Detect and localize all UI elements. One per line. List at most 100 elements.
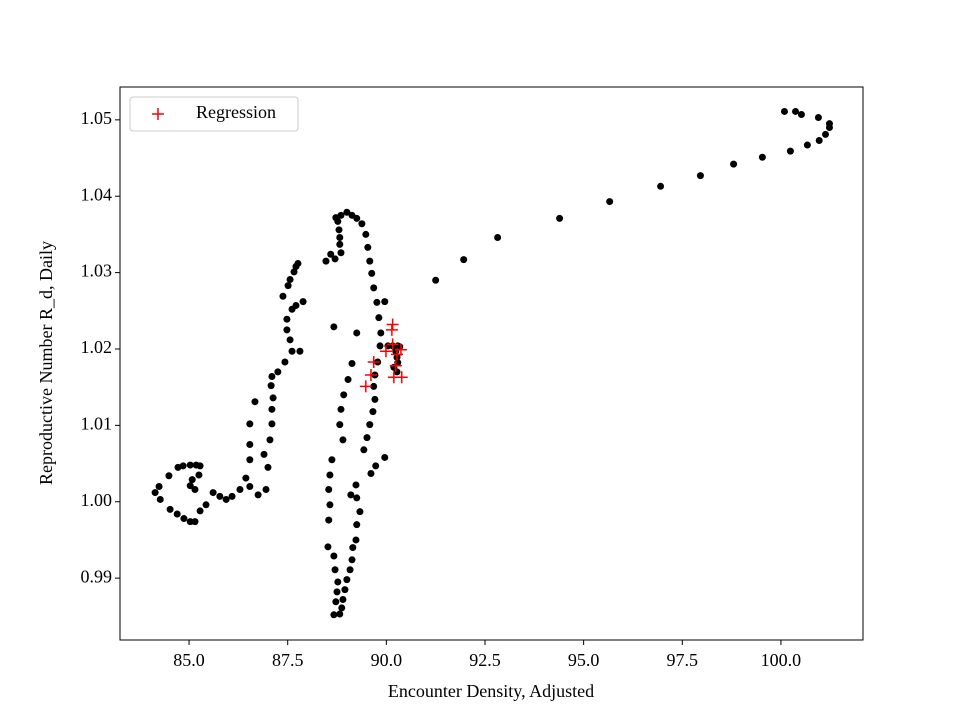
data-point — [359, 380, 372, 393]
data-point — [151, 489, 159, 497]
data-point — [349, 544, 357, 552]
data-point — [236, 486, 244, 494]
data-point — [344, 376, 352, 384]
data-point — [332, 598, 340, 606]
data-point — [556, 214, 564, 222]
data-point — [209, 489, 217, 497]
data-point — [369, 408, 377, 416]
x-tick-label: 92.5 — [469, 650, 501, 670]
data-point — [381, 298, 389, 306]
data-point — [432, 276, 440, 284]
data-point — [262, 486, 270, 494]
data-point — [367, 355, 380, 368]
data-point — [334, 578, 342, 586]
data-point — [348, 360, 356, 367]
data-point — [385, 323, 398, 336]
data-point — [356, 508, 364, 516]
data-point — [324, 543, 332, 551]
data-point — [343, 208, 351, 216]
data-point — [386, 338, 399, 351]
data-point — [288, 347, 296, 355]
data-point — [326, 501, 334, 509]
data-point — [366, 421, 374, 429]
data-point — [368, 269, 376, 277]
data-point — [196, 462, 204, 470]
data-point — [460, 256, 468, 264]
data-point — [191, 486, 199, 494]
data-point — [331, 255, 339, 263]
data-point — [155, 482, 163, 490]
data-point — [803, 141, 811, 149]
data-point — [325, 516, 333, 524]
data-point — [825, 123, 833, 131]
data-point — [335, 226, 343, 234]
data-point — [228, 492, 236, 500]
data-point — [179, 462, 187, 470]
data-point — [279, 292, 287, 300]
data-point — [377, 329, 385, 337]
y-tick-label: 1.04 — [81, 184, 113, 204]
data-point — [353, 494, 361, 502]
data-point — [362, 230, 370, 238]
data-point — [797, 110, 805, 118]
data-point — [366, 257, 374, 265]
y-tick-label: 1.00 — [81, 490, 113, 510]
data-point — [269, 394, 277, 402]
data-point — [792, 107, 800, 115]
data-point — [288, 305, 296, 313]
data-point — [337, 405, 345, 413]
data-point — [268, 372, 276, 380]
data-point — [331, 566, 339, 574]
data-point — [814, 114, 822, 122]
data-point — [336, 240, 344, 248]
y-tick-label: 1.01 — [81, 413, 113, 433]
data-point — [222, 495, 230, 503]
data-point — [283, 326, 291, 334]
data-point — [363, 434, 371, 442]
data-point — [326, 471, 334, 479]
data-point — [494, 233, 502, 241]
legend-marker — [152, 108, 164, 120]
x-tick-label: 100.0 — [761, 650, 802, 670]
x-tick-label: 97.5 — [667, 650, 699, 670]
data-point — [337, 249, 345, 257]
data-point — [333, 588, 341, 596]
data-point — [730, 160, 738, 168]
data-point — [367, 469, 375, 477]
data-point — [657, 182, 665, 190]
data-point — [242, 474, 250, 482]
x-axis-label: Encounter Density, Adjusted — [388, 681, 594, 701]
data-point — [186, 461, 194, 469]
data-point — [389, 359, 402, 372]
data-point — [358, 220, 366, 228]
data-point — [370, 284, 378, 292]
x-tick-label: 90.0 — [371, 650, 403, 670]
data-point — [202, 501, 210, 509]
data-point — [338, 604, 346, 612]
data-point — [390, 348, 403, 361]
data-point — [347, 491, 355, 499]
y-tick-label: 1.03 — [81, 261, 113, 281]
data-point — [395, 371, 408, 384]
y-tick-label: 1.02 — [81, 337, 113, 357]
data-point — [341, 586, 349, 594]
data-point — [268, 405, 276, 413]
data-point — [268, 420, 276, 428]
data-point — [284, 282, 292, 290]
data-point — [274, 368, 282, 376]
data-point — [327, 250, 335, 258]
data-point — [364, 243, 372, 251]
data-point — [264, 463, 272, 471]
data-point — [372, 462, 380, 470]
data-point — [281, 358, 289, 366]
data-point — [336, 610, 344, 618]
data-point — [196, 507, 204, 515]
data-point — [246, 456, 254, 464]
data-point — [296, 347, 304, 355]
x-tick-label: 85.0 — [173, 650, 205, 670]
data-point — [186, 518, 194, 526]
data-point — [188, 476, 196, 484]
data-point — [353, 214, 361, 222]
data-point — [299, 298, 307, 306]
